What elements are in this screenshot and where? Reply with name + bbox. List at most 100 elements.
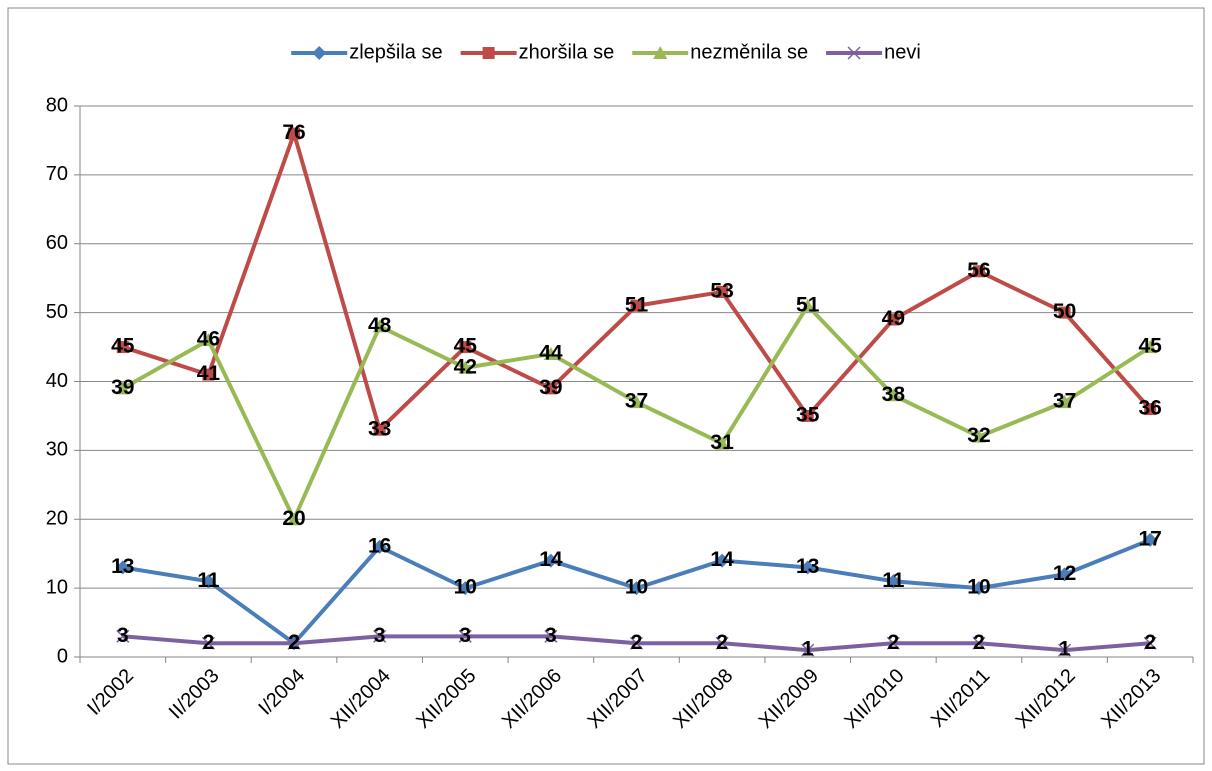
marker — [373, 629, 387, 643]
y-tick-label: 0 — [57, 645, 68, 667]
data-label: 3 — [117, 624, 129, 647]
y-tick-label: 10 — [46, 576, 68, 598]
legend: zlepšila se zhoršila se nezměnila se nevi — [291, 41, 921, 63]
marker — [886, 388, 901, 402]
data-label: 2 — [716, 631, 728, 654]
data-label: 42 — [454, 355, 477, 378]
data-label: 76 — [282, 121, 305, 144]
data-label: 2 — [888, 631, 900, 654]
data-label: 46 — [197, 328, 220, 351]
marker — [653, 46, 668, 59]
data-label: 49 — [882, 307, 905, 330]
data-label: 45 — [111, 335, 135, 358]
data-label: 20 — [282, 507, 305, 530]
data-label: 10 — [967, 576, 990, 599]
marker — [972, 636, 986, 650]
marker — [201, 333, 216, 347]
data-label: 13 — [796, 555, 819, 578]
y-tick-label: 70 — [46, 163, 68, 185]
data-label: 2 — [631, 631, 643, 654]
data-label: 11 — [197, 569, 220, 592]
marker — [544, 382, 557, 395]
data-label: 14 — [710, 548, 734, 571]
data-label: 1 — [802, 638, 814, 661]
marker — [1058, 306, 1071, 319]
marker — [544, 629, 558, 643]
data-label: 3 — [545, 624, 557, 647]
marker — [630, 299, 643, 312]
data-label: 37 — [1053, 390, 1076, 413]
marker — [116, 629, 130, 643]
marker — [459, 341, 472, 354]
marker — [1143, 636, 1157, 650]
data-label: 51 — [625, 293, 649, 316]
data-label: 45 — [1139, 335, 1163, 358]
marker — [972, 265, 985, 278]
marker — [886, 574, 901, 589]
marker — [543, 346, 558, 360]
marker — [312, 46, 327, 60]
data-label: 2 — [973, 631, 985, 654]
data-label: 10 — [625, 576, 648, 599]
data-label: 51 — [796, 293, 820, 316]
data-label: 12 — [1053, 562, 1076, 585]
data-label: 48 — [368, 314, 392, 337]
marker — [847, 46, 861, 60]
legend-label: zlepšila se — [349, 41, 442, 63]
data-label: 56 — [967, 259, 990, 282]
marker — [288, 127, 301, 140]
legend-item: zlepšila se — [291, 41, 443, 63]
data-label: 37 — [625, 390, 648, 413]
marker — [1143, 532, 1158, 547]
data-label: 31 — [710, 431, 734, 454]
legend-label: nezměnila se — [690, 41, 808, 63]
data-label: 44 — [539, 341, 563, 364]
marker — [373, 423, 386, 436]
marker — [800, 298, 815, 312]
marker — [201, 636, 215, 650]
marker — [458, 629, 472, 643]
marker — [800, 560, 815, 575]
data-label: 45 — [454, 335, 478, 358]
data-label: 35 — [796, 403, 820, 426]
data-label: 2 — [203, 631, 215, 654]
data-label: 36 — [1139, 397, 1162, 420]
y-tick-label: 30 — [46, 439, 68, 461]
data-label: 3 — [374, 624, 386, 647]
data-label: 10 — [454, 576, 477, 599]
marker — [801, 409, 814, 422]
marker — [887, 313, 900, 326]
y-tick-label: 60 — [46, 232, 68, 254]
y-tick-label: 50 — [46, 301, 68, 323]
data-label: 39 — [111, 376, 134, 399]
marker — [801, 643, 815, 657]
marker — [1144, 403, 1157, 416]
data-label: 1 — [1059, 638, 1071, 661]
marker — [201, 574, 216, 589]
marker — [287, 636, 301, 650]
data-label: 2 — [288, 631, 300, 654]
data-label: 2 — [1144, 631, 1156, 654]
data-label: 38 — [882, 383, 906, 406]
data-label: 33 — [368, 417, 391, 440]
y-tick-label: 80 — [46, 94, 68, 116]
legend-label: nevi — [884, 41, 921, 63]
marker — [971, 581, 986, 596]
data-label: 53 — [710, 280, 733, 303]
marker — [629, 395, 644, 409]
marker — [372, 539, 387, 554]
marker — [715, 436, 730, 450]
data-label: 14 — [539, 548, 563, 571]
data-label: 2 — [288, 631, 300, 654]
marker — [287, 512, 302, 526]
marker — [971, 429, 986, 443]
marker — [1143, 340, 1158, 354]
marker — [458, 360, 473, 374]
data-label: 16 — [368, 534, 391, 557]
marker — [115, 560, 130, 575]
legend-item: zhoršila se — [460, 41, 614, 63]
marker — [116, 341, 129, 354]
y-tick-label: 20 — [46, 508, 68, 530]
data-label: 39 — [539, 376, 562, 399]
